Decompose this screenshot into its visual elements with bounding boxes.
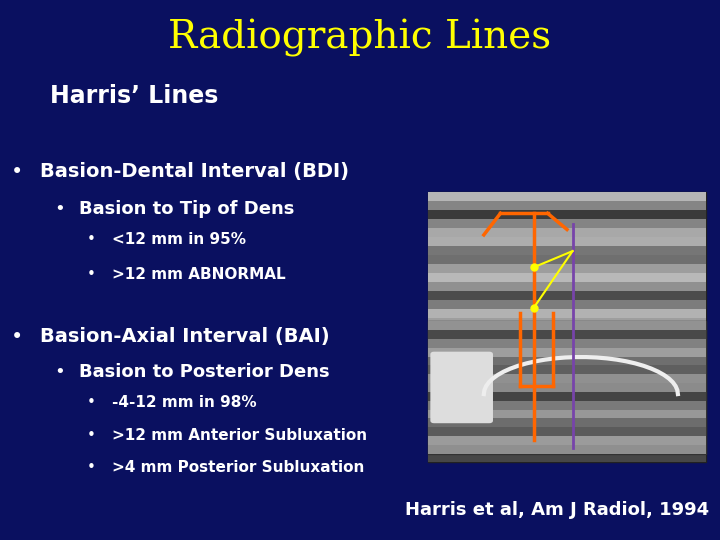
- Text: <12 mm in 95%: <12 mm in 95%: [112, 232, 246, 247]
- FancyBboxPatch shape: [428, 309, 706, 318]
- FancyBboxPatch shape: [428, 291, 706, 300]
- FancyBboxPatch shape: [428, 255, 706, 264]
- FancyBboxPatch shape: [428, 417, 706, 426]
- FancyBboxPatch shape: [428, 321, 706, 330]
- FancyBboxPatch shape: [428, 366, 706, 374]
- FancyBboxPatch shape: [428, 201, 706, 210]
- Text: •: •: [54, 200, 65, 218]
- FancyBboxPatch shape: [428, 390, 706, 399]
- FancyBboxPatch shape: [428, 345, 706, 354]
- Text: Harris’ Lines: Harris’ Lines: [50, 84, 219, 107]
- Text: Basion to Posterior Dens: Basion to Posterior Dens: [79, 363, 330, 381]
- FancyBboxPatch shape: [428, 210, 706, 219]
- Text: Basion-Dental Interval (BDI): Basion-Dental Interval (BDI): [40, 162, 348, 181]
- FancyBboxPatch shape: [428, 348, 706, 356]
- FancyBboxPatch shape: [428, 300, 706, 309]
- FancyBboxPatch shape: [428, 381, 706, 390]
- FancyBboxPatch shape: [428, 374, 706, 383]
- FancyBboxPatch shape: [428, 264, 706, 273]
- FancyBboxPatch shape: [431, 352, 493, 423]
- FancyBboxPatch shape: [428, 401, 706, 409]
- Text: Basion to Tip of Dens: Basion to Tip of Dens: [79, 200, 294, 218]
- FancyBboxPatch shape: [428, 383, 706, 392]
- Text: •: •: [11, 162, 23, 182]
- FancyBboxPatch shape: [428, 192, 706, 462]
- FancyBboxPatch shape: [428, 426, 706, 435]
- Text: •: •: [54, 363, 65, 381]
- FancyBboxPatch shape: [428, 356, 706, 366]
- FancyBboxPatch shape: [428, 444, 706, 453]
- FancyBboxPatch shape: [428, 318, 706, 327]
- Text: •: •: [86, 460, 95, 475]
- FancyBboxPatch shape: [428, 372, 706, 381]
- FancyBboxPatch shape: [428, 273, 706, 282]
- FancyBboxPatch shape: [428, 336, 706, 345]
- Text: Basion-Axial Interval (BAI): Basion-Axial Interval (BAI): [40, 327, 329, 346]
- FancyBboxPatch shape: [428, 436, 706, 445]
- Text: -4-12 mm in 98%: -4-12 mm in 98%: [112, 395, 256, 410]
- FancyBboxPatch shape: [428, 418, 706, 427]
- FancyBboxPatch shape: [428, 282, 706, 291]
- FancyBboxPatch shape: [428, 435, 706, 444]
- FancyBboxPatch shape: [428, 192, 706, 201]
- Text: •: •: [86, 232, 95, 247]
- Text: •: •: [86, 428, 95, 443]
- FancyBboxPatch shape: [428, 363, 706, 372]
- FancyBboxPatch shape: [428, 339, 706, 348]
- FancyBboxPatch shape: [428, 228, 706, 237]
- FancyBboxPatch shape: [428, 219, 706, 228]
- FancyBboxPatch shape: [428, 409, 706, 418]
- Text: Harris et al, Am J Radiol, 1994: Harris et al, Am J Radiol, 1994: [405, 502, 709, 519]
- Text: Radiographic Lines: Radiographic Lines: [168, 19, 552, 57]
- Text: •: •: [86, 395, 95, 410]
- FancyBboxPatch shape: [428, 321, 706, 454]
- Text: >12 mm ABNORMAL: >12 mm ABNORMAL: [112, 267, 285, 282]
- FancyBboxPatch shape: [428, 408, 706, 417]
- FancyBboxPatch shape: [428, 453, 706, 462]
- FancyBboxPatch shape: [428, 330, 706, 339]
- FancyBboxPatch shape: [428, 392, 706, 401]
- FancyBboxPatch shape: [428, 246, 706, 255]
- FancyBboxPatch shape: [428, 445, 706, 454]
- FancyBboxPatch shape: [428, 399, 706, 408]
- FancyBboxPatch shape: [428, 354, 706, 363]
- Text: >4 mm Posterior Subluxation: >4 mm Posterior Subluxation: [112, 460, 364, 475]
- FancyBboxPatch shape: [428, 237, 706, 246]
- Text: •: •: [11, 327, 23, 347]
- FancyBboxPatch shape: [428, 427, 706, 436]
- Text: •: •: [86, 267, 95, 282]
- FancyBboxPatch shape: [428, 327, 706, 336]
- Text: >12 mm Anterior Subluxation: >12 mm Anterior Subluxation: [112, 428, 366, 443]
